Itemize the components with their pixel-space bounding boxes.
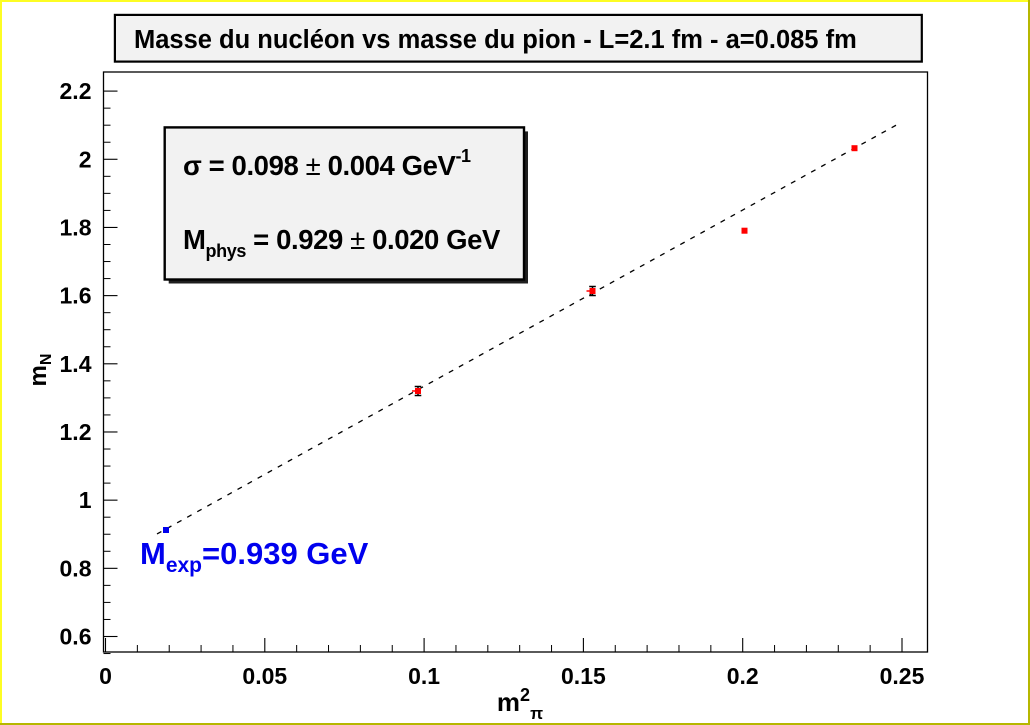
svg-text:0.2: 0.2 — [727, 663, 759, 689]
svg-text:0.25: 0.25 — [880, 663, 925, 689]
svg-text:Masse du nucléon vs masse du p: Masse du nucléon vs masse du pion - L=2.… — [134, 26, 857, 54]
svg-text:σ = 0.098 ± 0.004 GeV-1: σ = 0.098 ± 0.004 GeV-1 — [183, 146, 471, 181]
svg-text:1.2: 1.2 — [60, 419, 92, 445]
svg-text:1.6: 1.6 — [60, 283, 92, 309]
svg-text:0: 0 — [99, 663, 112, 689]
svg-text:mN: mN — [25, 354, 55, 387]
svg-text:0.8: 0.8 — [60, 555, 92, 581]
svg-text:1.8: 1.8 — [60, 214, 92, 240]
svg-text:0.1: 0.1 — [408, 663, 440, 689]
svg-text:m2π: m2π — [497, 685, 543, 723]
svg-text:2.2: 2.2 — [60, 78, 92, 104]
svg-text:0.05: 0.05 — [242, 663, 287, 689]
svg-text:2: 2 — [79, 146, 92, 172]
svg-text:1: 1 — [79, 487, 92, 513]
svg-text:1.4: 1.4 — [60, 351, 92, 377]
svg-text:0.6: 0.6 — [60, 624, 92, 650]
svg-text:0.15: 0.15 — [561, 663, 606, 689]
